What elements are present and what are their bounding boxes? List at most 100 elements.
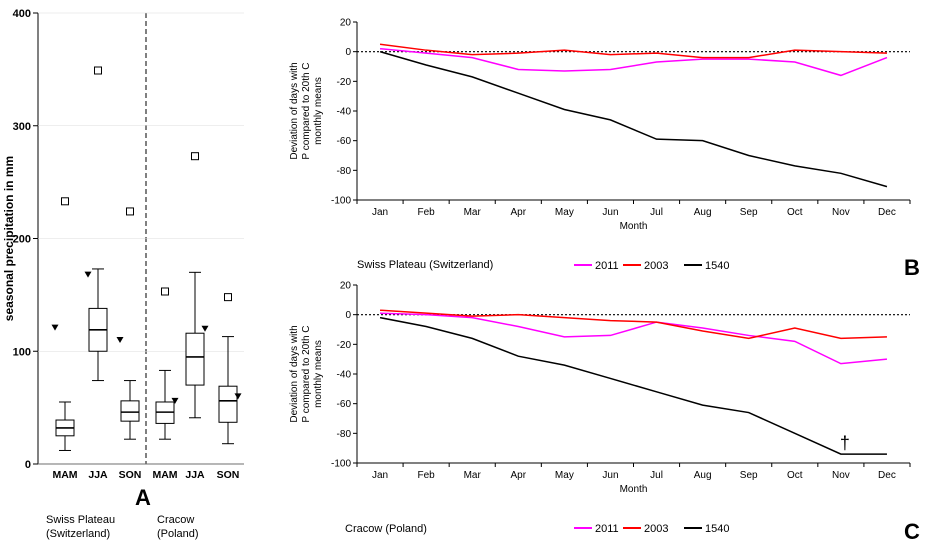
series-line-2003	[379, 309, 887, 340]
box-swiss-jja: JJA	[84, 66, 108, 481]
region-label: Cracow (Poland)	[345, 523, 427, 535]
x-tick-label-may: May	[555, 470, 574, 481]
group-label-line: (Poland)	[157, 528, 199, 540]
x-tick-label-dec: Dec	[878, 470, 896, 481]
legend-entry-1540: 1540	[684, 523, 729, 535]
legend-entry-2003: 2003	[623, 260, 668, 272]
y-axis-label: seasonal precipitation in mm	[2, 156, 16, 321]
box-iqr	[120, 400, 140, 422]
y-axis-label-line: monthly means	[313, 77, 324, 145]
x-tick-label-nov: Nov	[832, 470, 850, 481]
series-line-1540	[379, 50, 888, 188]
triangle-marker	[234, 393, 242, 400]
y-tick-label: 20	[340, 18, 352, 29]
y-axis-label-line: Deviation of days with	[289, 62, 300, 159]
y-tick-label: -20	[337, 340, 352, 351]
x-tick-label: SON	[119, 469, 142, 481]
panel-label: A	[135, 485, 151, 510]
y-tick-label: 200	[13, 234, 31, 246]
x-tick-label-aug: Aug	[694, 470, 712, 481]
y-tick-label: 400	[13, 8, 31, 20]
outlier-square-marker	[126, 207, 134, 216]
y-tick-label: -100	[331, 459, 351, 470]
triangle-marker	[116, 336, 124, 343]
x-tick-label-apr: Apr	[511, 207, 527, 218]
x-tick-label-jun: Jun	[602, 470, 618, 481]
triangle-marker	[201, 325, 209, 332]
x-tick-label: MAM	[52, 469, 77, 481]
panel-a-boxplot: 0 100 200 300 400 seasonal precipitation in m…	[2, 8, 244, 540]
outlier-square-marker	[61, 197, 69, 206]
x-tick-label-jan: Jan	[372, 207, 388, 218]
triangle-marker	[171, 397, 179, 404]
y-axis-label-line: Deviation of days with	[289, 325, 300, 422]
legend-entry-2011: 2011	[574, 260, 619, 272]
x-tick-label: JJA	[88, 469, 108, 481]
legend-entry-2011: 2011	[574, 523, 619, 535]
box-cracow-mam: MAM	[152, 287, 179, 481]
y-tick-label: -60	[337, 399, 352, 410]
y-axis-label: Deviation of days withP compared to 20th…	[289, 62, 324, 159]
outlier-square-marker	[191, 152, 199, 161]
x-axis-label: Month	[620, 484, 648, 495]
y-tick-label: -20	[337, 77, 352, 88]
series-line-1540	[379, 316, 887, 455]
group-label-cracow: Cracow (Poland)	[157, 514, 199, 540]
y-tick-label: 20	[340, 281, 352, 292]
annotation-dagger: †	[840, 433, 850, 453]
outlier-square-marker	[94, 66, 102, 75]
outlier-square-marker	[224, 293, 232, 302]
legend-label: 2011	[595, 523, 619, 535]
x-tick-label-oct: Oct	[787, 470, 803, 481]
y-axis-label: Deviation of days withP compared to 20th…	[289, 325, 324, 422]
legend-entry-2003: 2003	[623, 523, 668, 535]
y-tick-label: 100	[13, 346, 31, 358]
panel-b-swiss-plateau-chart: -100 -80 -60 -40 -20 0 20 Jan Feb Mar Apr May Jun Jul…	[289, 18, 920, 281]
panel-label: C	[904, 519, 920, 543]
x-tick-label: SON	[217, 469, 240, 481]
group-label-line: Swiss Plateau	[46, 514, 115, 526]
x-tick-label: MAM	[152, 469, 177, 481]
x-tick-label-jun: Jun	[602, 207, 618, 218]
box-swiss-son: SON	[116, 207, 142, 481]
region-label: Swiss Plateau (Switzerland)	[357, 259, 493, 271]
y-axis-label-line: monthly means	[313, 340, 324, 408]
legend-entry-1540: 1540	[684, 260, 729, 272]
group-label-line: Cracow	[157, 514, 194, 526]
y-tick-label: -80	[337, 429, 352, 440]
y-tick-label: 0	[345, 47, 351, 58]
legend-label: 1540	[705, 523, 729, 535]
box-iqr	[185, 332, 205, 386]
x-tick-label-may: May	[555, 207, 574, 218]
series-line-2003	[379, 43, 887, 59]
y-tick-label: -100	[331, 196, 351, 207]
x-tick-label-nov: Nov	[832, 207, 850, 218]
group-label-swiss: Swiss Plateau (Switzerland)	[46, 514, 115, 540]
y-tick-label: -40	[337, 107, 352, 118]
triangle-marker	[51, 324, 59, 331]
box-cracow-jja: JJA	[185, 152, 209, 481]
x-tick-label-apr: Apr	[511, 470, 527, 481]
panel-label: B	[904, 255, 920, 280]
x-tick-label-feb: Feb	[418, 207, 436, 218]
y-tick-label: -80	[337, 166, 352, 177]
y-tick-label: -60	[337, 136, 352, 147]
x-tick-label-jan: Jan	[372, 470, 388, 481]
y-tick-label: 300	[13, 121, 31, 133]
x-tick-label-jul: Jul	[650, 470, 663, 481]
series-line-2011	[380, 312, 888, 365]
outlier-square-marker	[161, 287, 169, 296]
legend-label: 1540	[705, 260, 729, 272]
x-tick-label: JJA	[185, 469, 205, 481]
x-tick-label-mar: Mar	[464, 207, 482, 218]
triangle-marker	[84, 271, 92, 278]
x-tick-label-jul: Jul	[650, 207, 663, 218]
x-tick-label-sep: Sep	[740, 470, 758, 481]
x-axis-label: Month	[620, 221, 648, 232]
legend-label: 2011	[595, 260, 619, 272]
legend-label: 2003	[644, 260, 668, 272]
series-line-2011	[379, 47, 888, 77]
y-axis-label-line: P compared to 20th C	[301, 62, 312, 159]
y-tick-label: 0	[25, 459, 31, 471]
